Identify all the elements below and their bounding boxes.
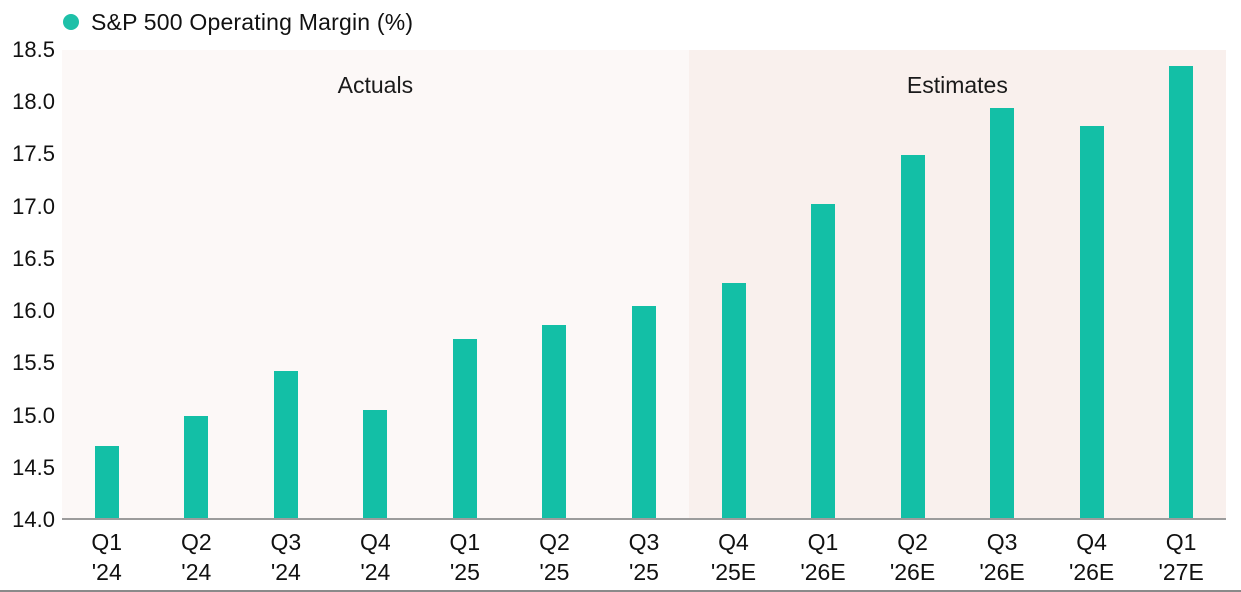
x-tick-label: Q2 '26E — [868, 527, 958, 587]
y-tick-label: 17.5 — [12, 141, 55, 167]
legend: S&P 500 Operating Margin (%) — [63, 8, 413, 36]
x-tick-quarter: Q2 — [897, 529, 928, 555]
x-tick-label: Q1 '27E — [1136, 527, 1226, 587]
x-tick-year: '25E — [710, 559, 757, 585]
x-tick-quarter: Q3 — [270, 529, 302, 555]
x-tick-year: '26E — [889, 559, 936, 585]
bar-slot — [420, 50, 510, 518]
x-tick-year: '24 — [270, 559, 301, 585]
x-tick-label: Q4 '26E — [1047, 527, 1137, 587]
bar-slot — [510, 50, 600, 518]
x-tick-label: Q2'24 — [152, 527, 242, 587]
bar — [363, 410, 388, 518]
x-tick-label: Q1'25 — [420, 527, 510, 587]
y-tick-label: 14.5 — [12, 454, 55, 480]
region-actuals: Actuals — [62, 50, 689, 518]
bar — [452, 339, 477, 518]
x-tick-label: Q3'24 — [241, 527, 331, 587]
bar-slot — [152, 50, 242, 518]
x-tick-year: '27E — [1158, 559, 1204, 585]
legend-label: S&P 500 Operating Margin (%) — [91, 8, 414, 35]
bar-slot — [241, 50, 331, 518]
bar-slot — [1047, 50, 1137, 518]
x-tick-label: Q3 '26E — [957, 527, 1047, 587]
x-tick-quarter: Q1 — [1165, 529, 1197, 555]
bar — [273, 370, 298, 518]
bar-slot — [1136, 50, 1226, 518]
x-tick-quarter: Q1 — [449, 529, 481, 555]
x-tick-quarter: Q2 — [539, 529, 570, 555]
bar — [184, 415, 209, 518]
legend-dot-icon — [63, 14, 79, 30]
x-tick-quarter: Q4 — [718, 529, 749, 555]
bar — [1169, 65, 1194, 518]
x-tick-year: '24 — [181, 559, 212, 585]
x-tick-year: '26E — [979, 559, 1025, 585]
x-tick-year: '25 — [449, 559, 480, 585]
x-tick-label: Q1'24 — [62, 527, 152, 587]
bar-slot — [62, 50, 152, 518]
x-tick-quarter: Q3 — [986, 529, 1018, 555]
y-tick-label: 17.0 — [12, 193, 55, 219]
x-tick-quarter: Q2 — [180, 529, 212, 555]
bar — [631, 306, 656, 518]
bar — [811, 203, 836, 518]
bar — [990, 107, 1015, 518]
x-tick-year: '24 — [91, 559, 122, 585]
bar — [94, 445, 119, 518]
plot-area: Actuals Estimates — [62, 50, 1226, 520]
bar — [1079, 126, 1104, 518]
bar-slot — [599, 50, 689, 518]
bar — [900, 154, 925, 518]
x-tick-quarter: Q1 — [91, 529, 123, 555]
bottom-border — [0, 590, 1241, 592]
bar — [721, 283, 746, 518]
bar-slot — [868, 50, 958, 518]
x-tick-quarter: Q1 — [807, 529, 839, 555]
y-tick-label: 18.5 — [12, 37, 55, 62]
x-tick-year: '25 — [539, 559, 570, 585]
x-tick-label: Q4'24 — [331, 527, 421, 587]
x-tick-quarter: Q4 — [1076, 529, 1107, 555]
bar-slot — [778, 50, 868, 518]
x-tick-label: Q2'25 — [510, 527, 600, 587]
x-tick-quarter: Q4 — [360, 529, 391, 555]
y-tick-label: 14.0 — [12, 507, 55, 532]
region-estimates: Estimates — [688, 50, 1226, 518]
x-tick-year: '25 — [628, 559, 659, 585]
bar-slot — [689, 50, 779, 518]
x-axis: Q1'24 Q2'24 Q3'24 Q4'24 Q1'25 Q2'25 Q3'25 Q4'25… — [62, 527, 1226, 587]
y-tick-label: 16.5 — [12, 245, 55, 271]
x-tick-label: Q3'25 — [599, 527, 689, 587]
bar-slot — [331, 50, 421, 518]
y-tick-label: 16.0 — [12, 298, 55, 324]
bar — [542, 324, 567, 518]
bar-slot — [957, 50, 1047, 518]
x-tick-quarter: Q3 — [628, 529, 660, 555]
x-tick-label: Q1 '26E — [778, 527, 868, 587]
x-tick-year: '26E — [800, 559, 846, 585]
x-tick-year: '24 — [360, 559, 391, 585]
y-tick-label: 15.5 — [12, 350, 55, 376]
x-tick-year: '26E — [1068, 559, 1115, 585]
x-tick-label: Q4 '25E — [689, 527, 779, 587]
y-tick-label: 15.0 — [12, 402, 55, 428]
y-tick-label: 18.0 — [12, 89, 55, 115]
